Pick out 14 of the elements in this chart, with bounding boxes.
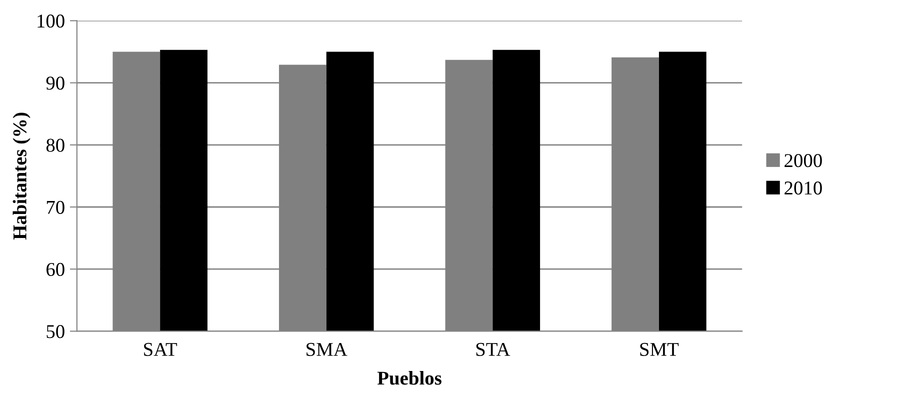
y-tick-label: 50 <box>46 325 64 338</box>
y-tick-label: 80 <box>46 138 64 152</box>
x-tick-label: SMT <box>640 342 679 356</box>
legend-label: 2000 <box>784 154 822 168</box>
y-tick-label: 90 <box>46 76 64 90</box>
x-tick-label: SMA <box>306 342 348 356</box>
y-tick-label: 70 <box>46 200 64 214</box>
x-tick-label: STA <box>476 342 510 356</box>
y-axis-title: Habitantes (%) <box>12 112 30 240</box>
x-axis-title: Pueblos <box>377 371 442 385</box>
y-tick-label: 100 <box>38 14 64 28</box>
x-tick-label: SAT <box>144 342 178 356</box>
y-tick-label: 60 <box>46 262 64 276</box>
legend-label: 2010 <box>784 181 822 195</box>
